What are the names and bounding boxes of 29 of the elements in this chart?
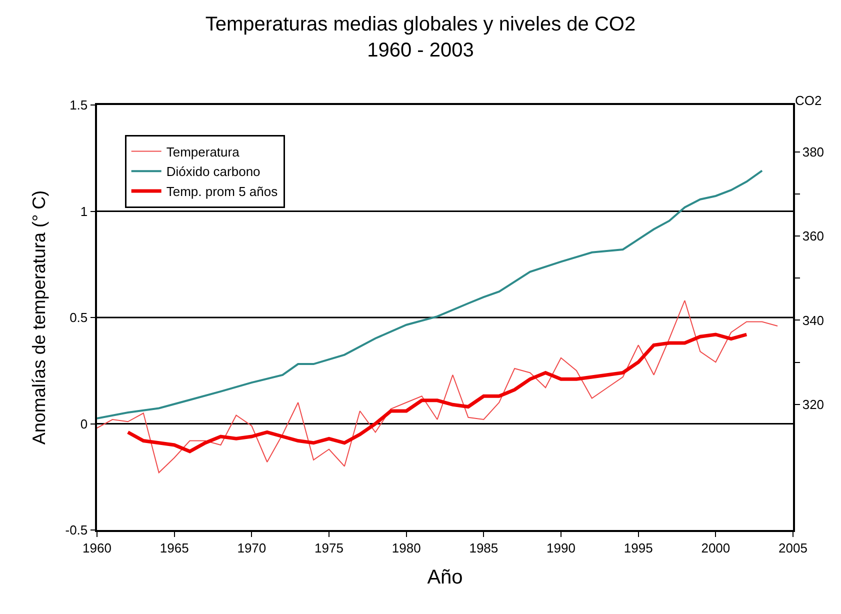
- legend-label: Dióxido carbono: [166, 164, 260, 180]
- y-tick-label: -0.5: [65, 522, 88, 538]
- y2-tick-label: 380: [802, 144, 824, 160]
- y-axis-title: Anomalías de temperatura (° C): [28, 190, 49, 445]
- y-tick-label: 1.5: [70, 98, 88, 113]
- y2-tick-label: 320: [802, 397, 824, 412]
- y-tick-label: 0: [80, 416, 88, 432]
- y-tick-label: 0.5: [70, 310, 88, 326]
- chart-subtitle: 1960 - 2003: [367, 40, 474, 62]
- x-tick-label: 2000: [701, 540, 730, 556]
- x-axis-title: Año: [427, 566, 463, 588]
- y2-axis-title: CO2: [795, 93, 822, 108]
- x-tick-label: 1990: [546, 540, 576, 556]
- legend-label: Temperatura: [166, 144, 240, 160]
- line-series: [97, 300, 778, 474]
- x-tick-label: 1965: [160, 540, 189, 556]
- x-tick-label: 2005: [778, 540, 808, 556]
- x-tick-label: 1960: [82, 540, 112, 556]
- legend-label: Temp. prom 5 años: [166, 184, 278, 200]
- y-tick-label: 1: [80, 204, 88, 219]
- y2-tick-label: 360: [802, 228, 824, 244]
- x-tick-label: 1970: [237, 540, 266, 556]
- x-tick-label: 1980: [392, 540, 421, 556]
- chart-title: Temperaturas medias globales y niveles de CO2: [205, 14, 636, 36]
- line-series: [126, 332, 748, 454]
- x-tick-label: 1975: [314, 540, 344, 556]
- x-tick-label: 1995: [624, 540, 653, 556]
- x-tick-label: 1985: [469, 540, 498, 556]
- y2-tick-label: 340: [802, 312, 824, 328]
